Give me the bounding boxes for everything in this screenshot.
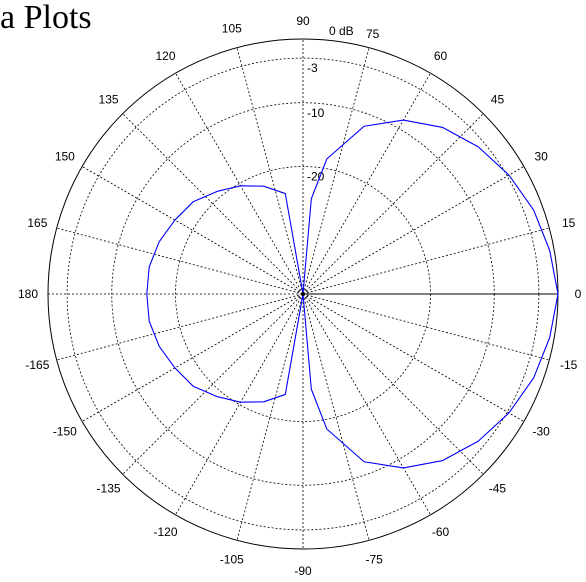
angle-tick-label: 60 — [434, 49, 448, 63]
angle-tick-label: -150 — [53, 425, 77, 439]
angle-gridline — [302, 166, 525, 295]
page-title: a Plots — [0, 0, 92, 36]
angle-tick-label: 15 — [562, 216, 576, 230]
angle-gridline — [56, 227, 304, 295]
radial-gridline — [175, 166, 431, 422]
origin-marker — [301, 292, 305, 296]
angle-tick-label: 0 — [575, 287, 582, 301]
angle-tick-label: -75 — [366, 553, 384, 567]
angle-tick-label: 75 — [366, 27, 380, 41]
angle-tick-label: -120 — [153, 525, 177, 539]
angle-gridline — [175, 293, 304, 516]
angle-tick-label: 150 — [55, 150, 75, 164]
angle-gridline — [122, 113, 304, 295]
angle-tick-label: -30 — [532, 425, 550, 439]
angle-tick-label: 30 — [534, 150, 548, 164]
angle-gridline — [175, 72, 304, 295]
angle-gridline — [302, 72, 431, 295]
angle-tick-label: 90 — [296, 14, 310, 28]
angle-gridline — [56, 293, 304, 361]
angle-gridline — [302, 293, 484, 475]
angle-tick-label: 165 — [27, 216, 47, 230]
radial-tick-label: -20 — [307, 170, 325, 184]
radial-unit-label: 0 dB — [329, 24, 354, 38]
angle-tick-label: -90 — [294, 564, 312, 578]
angle-gridline — [81, 166, 304, 295]
angle-gridline — [302, 293, 550, 361]
pattern-trace — [146, 119, 559, 469]
angle-tick-label: 120 — [155, 49, 175, 63]
angle-tick-label: -135 — [97, 481, 121, 495]
angle-tick-label: 105 — [222, 21, 242, 35]
angle-gridline — [236, 47, 304, 295]
angle-gridline — [302, 293, 525, 422]
radial-gridline — [111, 102, 495, 486]
angle-gridline — [81, 293, 304, 422]
angle-gridline — [236, 293, 304, 541]
angle-gridline — [302, 113, 484, 295]
angle-gridline — [302, 293, 431, 516]
angle-tick-label: -15 — [560, 358, 578, 372]
angle-gridline — [302, 293, 370, 541]
angle-gridline — [302, 47, 370, 295]
angle-tick-label: 180 — [18, 287, 38, 301]
angle-tick-label: 45 — [491, 93, 505, 107]
angle-tick-label: -45 — [489, 481, 507, 495]
angle-gridline — [122, 293, 304, 475]
radial-tick-label: -10 — [307, 106, 325, 120]
angle-tick-label: -60 — [432, 525, 450, 539]
angle-tick-label: -165 — [25, 358, 49, 372]
radial-gridline — [66, 57, 540, 531]
angle-gridline — [302, 227, 550, 295]
angle-tick-label: -105 — [220, 553, 244, 567]
radial-tick-label: -3 — [307, 61, 318, 75]
angle-tick-label: 135 — [99, 93, 119, 107]
